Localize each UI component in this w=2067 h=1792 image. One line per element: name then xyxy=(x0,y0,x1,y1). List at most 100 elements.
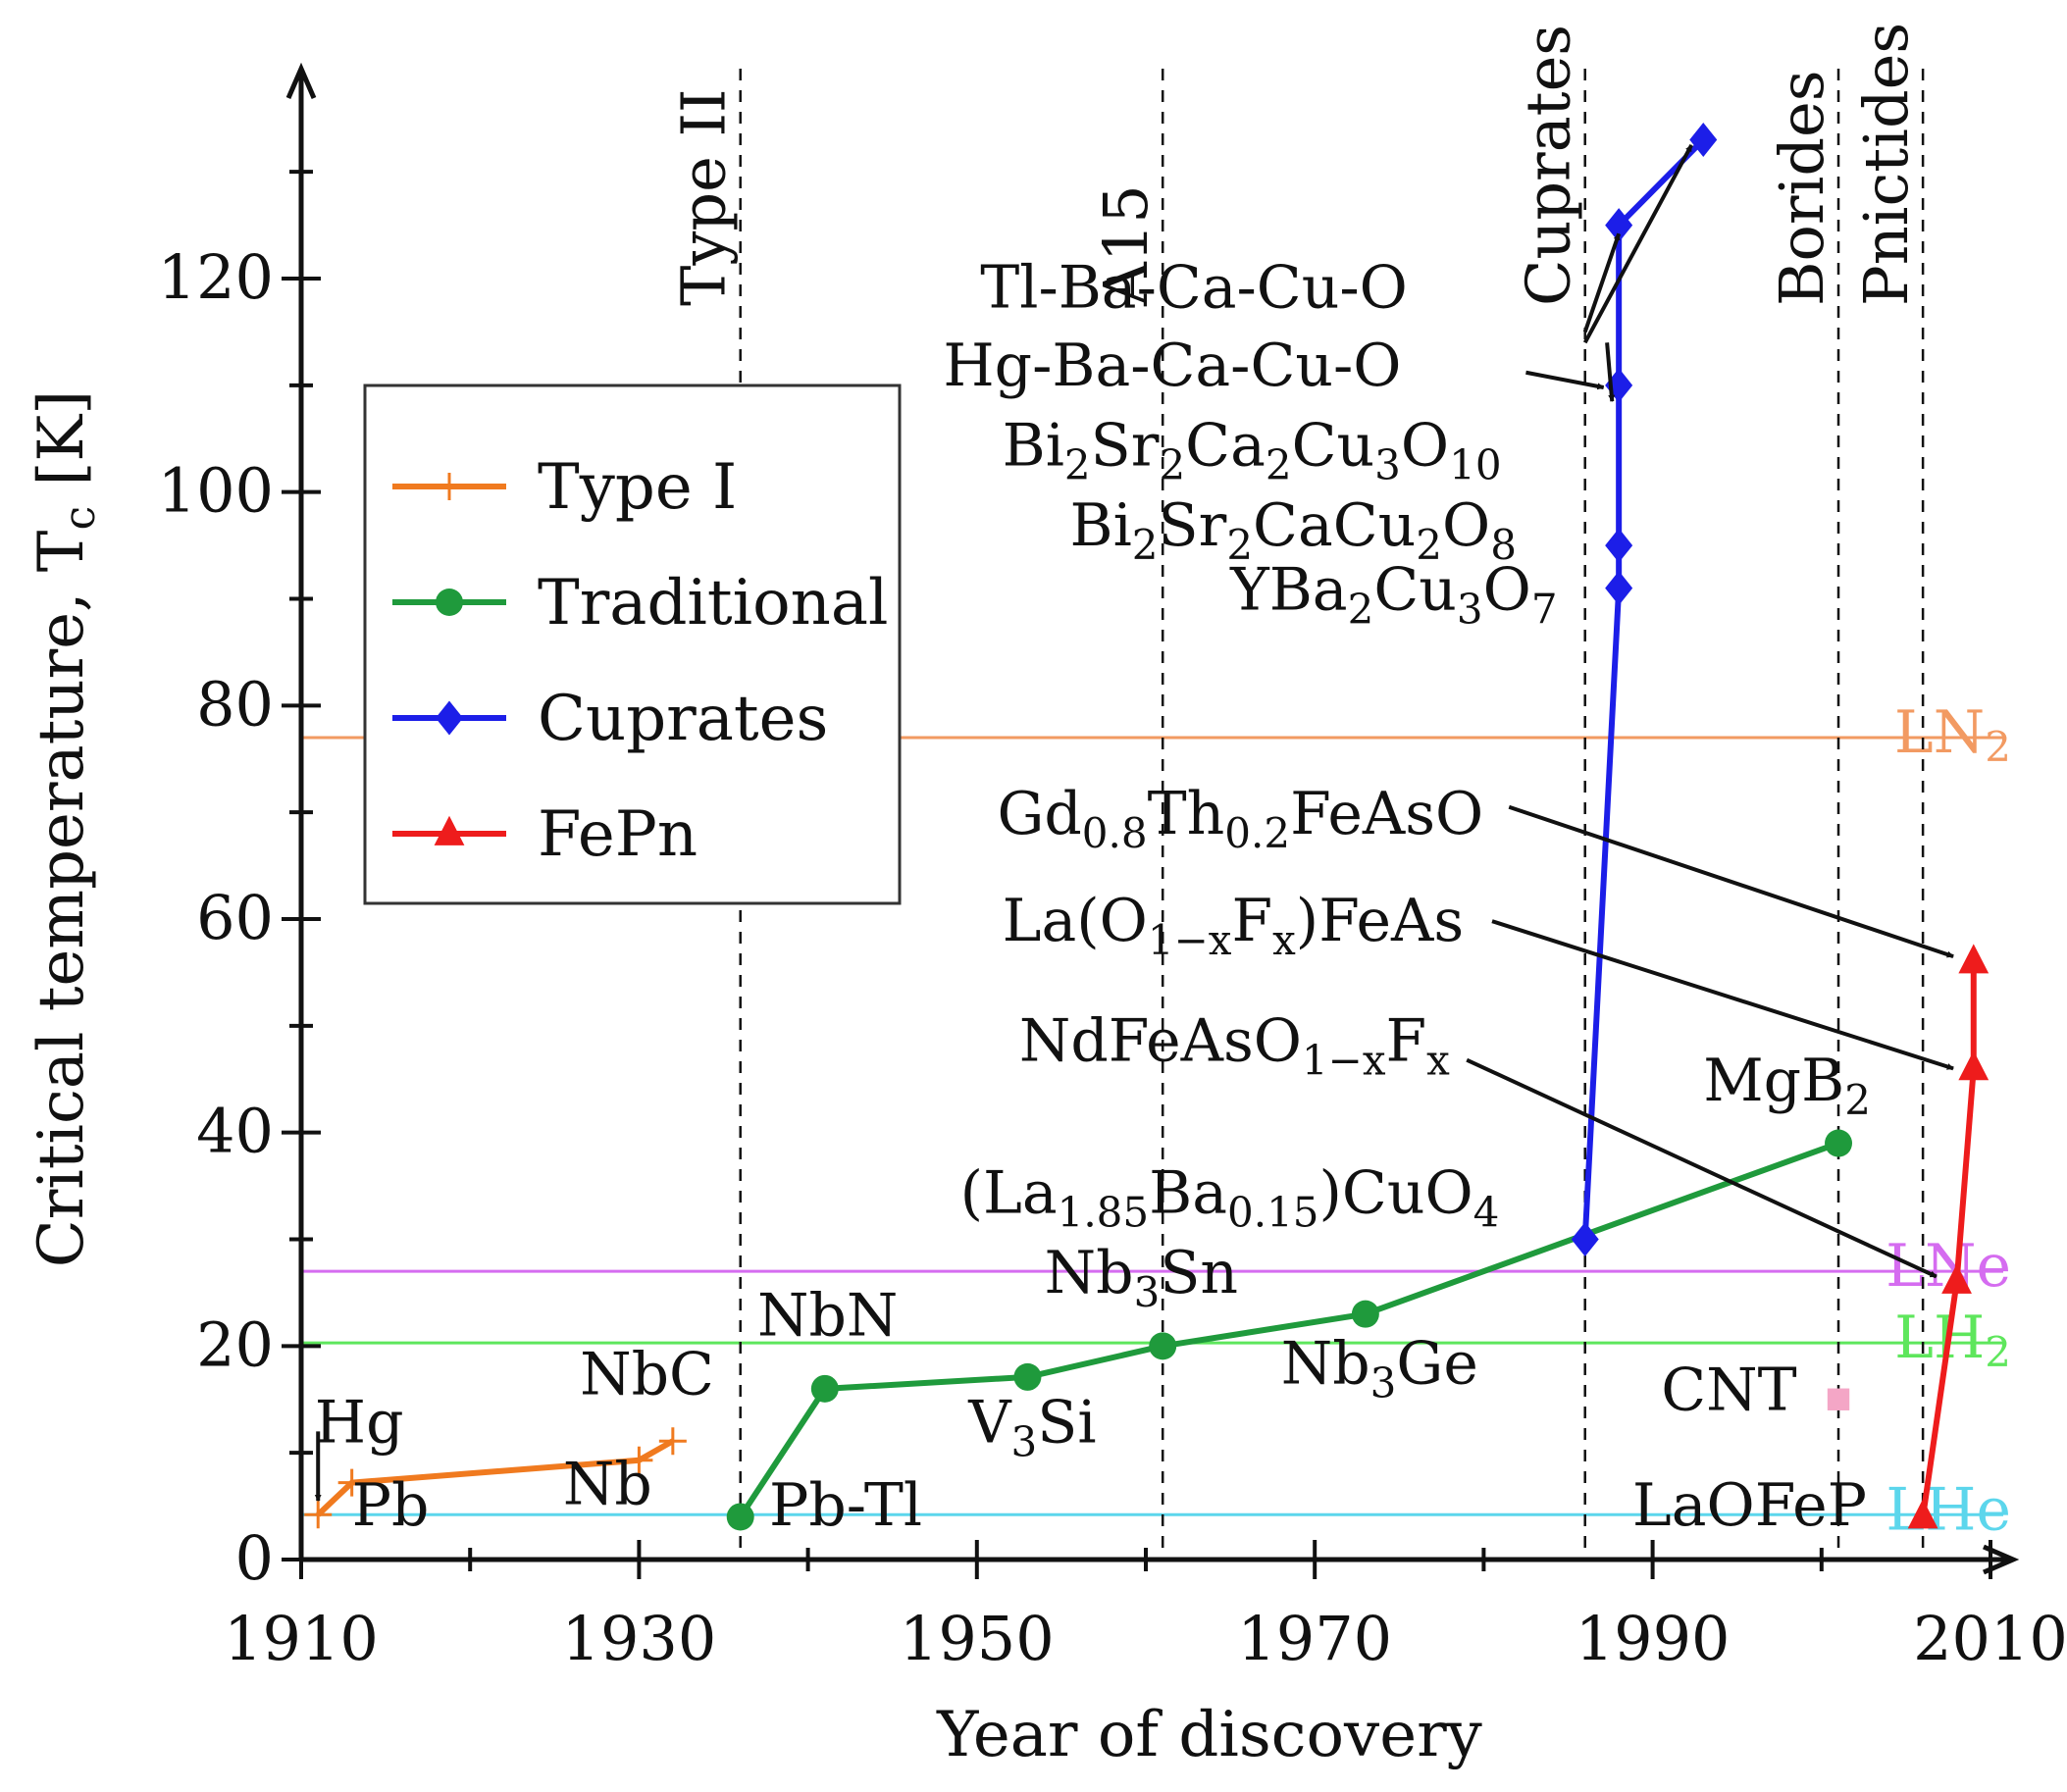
series-fepn xyxy=(1907,944,1989,1529)
label-hgbacacuo: Hg-Ba-Ca-Cu-O xyxy=(943,332,1401,400)
label-subscript: 2 xyxy=(1132,521,1159,569)
label-text: Th xyxy=(1148,780,1225,848)
axes: 1910 1930 1950 1970 1990 2010 0 20 40 60 80 100 120 xyxy=(158,62,2067,1674)
legend-marker-type-i xyxy=(436,473,463,500)
label-text: )CuO xyxy=(1319,1158,1473,1227)
y-tick-label-120: 120 xyxy=(158,241,274,313)
label-text: Si xyxy=(1037,1388,1096,1457)
label-bscco2223: Bi2Sr2Ca2Cu3O10 xyxy=(1003,411,1502,488)
label-text: Sr xyxy=(1091,411,1160,480)
label-text: F xyxy=(1231,887,1272,955)
label-nb3ge: Nb3Ge xyxy=(1281,1329,1478,1407)
label-text: Sr xyxy=(1159,491,1227,560)
x-tick-label-1970: 1970 xyxy=(1237,1603,1392,1674)
label-text: O xyxy=(1483,555,1531,624)
y-tick-label-0: 0 xyxy=(235,1522,274,1594)
label-text: Hg xyxy=(315,1388,404,1457)
point-type-i-3 xyxy=(658,1427,687,1456)
series xyxy=(304,123,1989,1531)
point-cuprates-4 xyxy=(1605,208,1633,243)
era-divider-lines: Type II A15 Cuprates Borides Pnictides xyxy=(668,23,1925,1560)
point-fepn-2 xyxy=(1958,1050,1989,1081)
label-pb: Pb xyxy=(352,1471,430,1540)
annotation-arrows xyxy=(314,144,1954,1502)
point-type-i-2 xyxy=(625,1446,653,1474)
label-text: Pb xyxy=(352,1471,430,1540)
legend-label-cuprates: Cuprates xyxy=(538,683,828,755)
series-traditional xyxy=(726,1129,1853,1531)
label-subscript: 2 xyxy=(1348,585,1374,633)
point-traditional-1 xyxy=(810,1374,839,1403)
label-text: F xyxy=(1386,1007,1427,1076)
label-subscript: 3 xyxy=(1011,1417,1038,1465)
x-tick-label-2010: 2010 xyxy=(1913,1603,2067,1674)
label-text: Cu xyxy=(1292,411,1375,480)
y-axis-title: Critical temperature, Tc [K] xyxy=(26,390,105,1267)
legend-label-traditional: Traditional xyxy=(538,567,888,640)
y-axis-title-subscript: c xyxy=(55,506,105,531)
label-text: CNT xyxy=(1661,1357,1796,1425)
point-cuprates-5 xyxy=(1689,123,1718,158)
label-text: Cu xyxy=(1373,555,1457,624)
label-ndfeaso: NdFeAsO1−xFx xyxy=(1019,1007,1450,1085)
ref-label-lh2: LH2 xyxy=(1894,1304,2011,1376)
label-subscript: 2 xyxy=(1416,521,1442,569)
label-hg: Hg xyxy=(315,1388,404,1457)
legend-item-type-i: Type I xyxy=(392,451,737,524)
label-text: MgB xyxy=(1703,1047,1844,1115)
label-laofep: LaOFeP xyxy=(1632,1471,1867,1540)
label-text: La(O xyxy=(1003,887,1148,955)
point-cuprates-2 xyxy=(1605,528,1633,563)
label-text: NbN xyxy=(757,1281,898,1350)
point-traditional-4 xyxy=(1351,1300,1379,1328)
ref-label-main: LHe xyxy=(1886,1475,2011,1544)
x-tick-label-1990: 1990 xyxy=(1576,1603,1731,1674)
y-tick-label-80: 80 xyxy=(196,668,274,740)
legend: Type I Traditional Cuprates FePn xyxy=(363,384,902,905)
label-bscco2212: Bi2Sr2CaCu2O8 xyxy=(1070,491,1517,569)
label-text: O xyxy=(1442,491,1490,560)
point-fepn-0 xyxy=(1907,1499,1938,1529)
era-label-a15: A15 xyxy=(1090,184,1162,307)
label-v3si: V3Si xyxy=(967,1388,1096,1465)
legend-box xyxy=(363,384,902,905)
series-line-traditional xyxy=(738,1140,1840,1519)
label-text: Pb-Tl xyxy=(769,1471,922,1540)
label-subscript: 2 xyxy=(1226,521,1253,569)
label-labacuo: (La1.85Ba0.15)CuO4 xyxy=(960,1158,1500,1236)
x-tick-label-1950: 1950 xyxy=(900,1603,1055,1674)
label-subscript: x xyxy=(1272,916,1296,964)
ref-label-ln2: LN2 xyxy=(1894,698,2011,771)
point-traditional-3 xyxy=(1149,1332,1177,1360)
label-text: Gd xyxy=(997,780,1081,848)
label-text: NdFeAsO xyxy=(1019,1007,1302,1076)
x-axis-title: Year of discovery xyxy=(936,1699,1482,1771)
label-nbc: NbC xyxy=(580,1340,714,1408)
legend-item-fepn: FePn xyxy=(392,798,698,871)
label-ybco: YBa2Cu3O7 xyxy=(1229,555,1557,633)
legend-item-traditional: Traditional xyxy=(392,567,888,640)
x-axis-arrowhead xyxy=(1983,1544,2020,1575)
label-subscript: 3 xyxy=(1374,440,1401,488)
label-subscript: 0.8 xyxy=(1082,809,1148,857)
y-axis-arrowhead xyxy=(285,62,317,99)
era-label-cuprates: Cuprates xyxy=(1513,25,1584,306)
point-fepn-1 xyxy=(1941,1263,1972,1294)
series-line-cuprates xyxy=(1581,137,1706,1240)
point-cnt xyxy=(1827,1388,1850,1410)
label-tlbacacuo: Tl-Ba-Ca-Cu-O xyxy=(980,253,1408,322)
series-cuprates xyxy=(1571,123,1718,1256)
legend-marker-fepn xyxy=(434,815,465,845)
y-tick-label-100: 100 xyxy=(158,455,274,527)
label-text: Tl-Ba-Ca-Cu-O xyxy=(980,253,1408,322)
y-tick-label-20: 20 xyxy=(196,1308,274,1380)
annotation-arrow-3 xyxy=(1525,370,1605,390)
ref-label-subscript: 2 xyxy=(1985,1328,2011,1376)
label-text: Ca xyxy=(1185,411,1266,480)
label-text: V xyxy=(967,1388,1012,1457)
annotation-arrow-7 xyxy=(1466,1057,1938,1279)
y-tick-label-40: 40 xyxy=(196,1096,274,1167)
label-mgb2: MgB2 xyxy=(1703,1047,1871,1124)
label-subscript: 7 xyxy=(1531,585,1558,633)
x-tick-label-1910: 1910 xyxy=(224,1603,379,1674)
